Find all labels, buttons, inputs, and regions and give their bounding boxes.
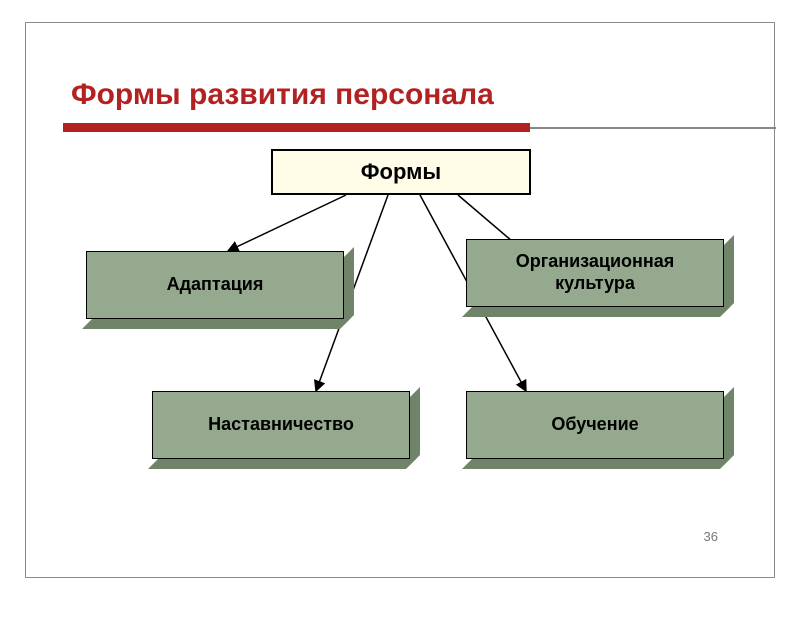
slide-title: Формы развития персонала: [71, 78, 494, 112]
diagram-block-mentor: Наставничество: [152, 391, 410, 459]
slide-frame: Формы развития персонала Формы Адаптация…: [25, 22, 775, 578]
diagram-block-label: Обучение: [466, 391, 724, 459]
title-underline-thick: [63, 123, 530, 132]
diagram-root-label: Формы: [361, 159, 441, 185]
diagram-block-label: Наставничество: [152, 391, 410, 459]
page-number: 36: [704, 529, 718, 544]
diagram-block-learn: Обучение: [466, 391, 724, 459]
title-underline-thin: [530, 127, 776, 129]
diagram-root-box: Формы: [271, 149, 531, 195]
diagram-block-label: Организационнаякультура: [466, 239, 724, 307]
diagram-block-adapt: Адаптация: [86, 251, 344, 319]
diagram-block-orgcult: Организационнаякультура: [466, 239, 724, 307]
diagram-block-label: Адаптация: [86, 251, 344, 319]
